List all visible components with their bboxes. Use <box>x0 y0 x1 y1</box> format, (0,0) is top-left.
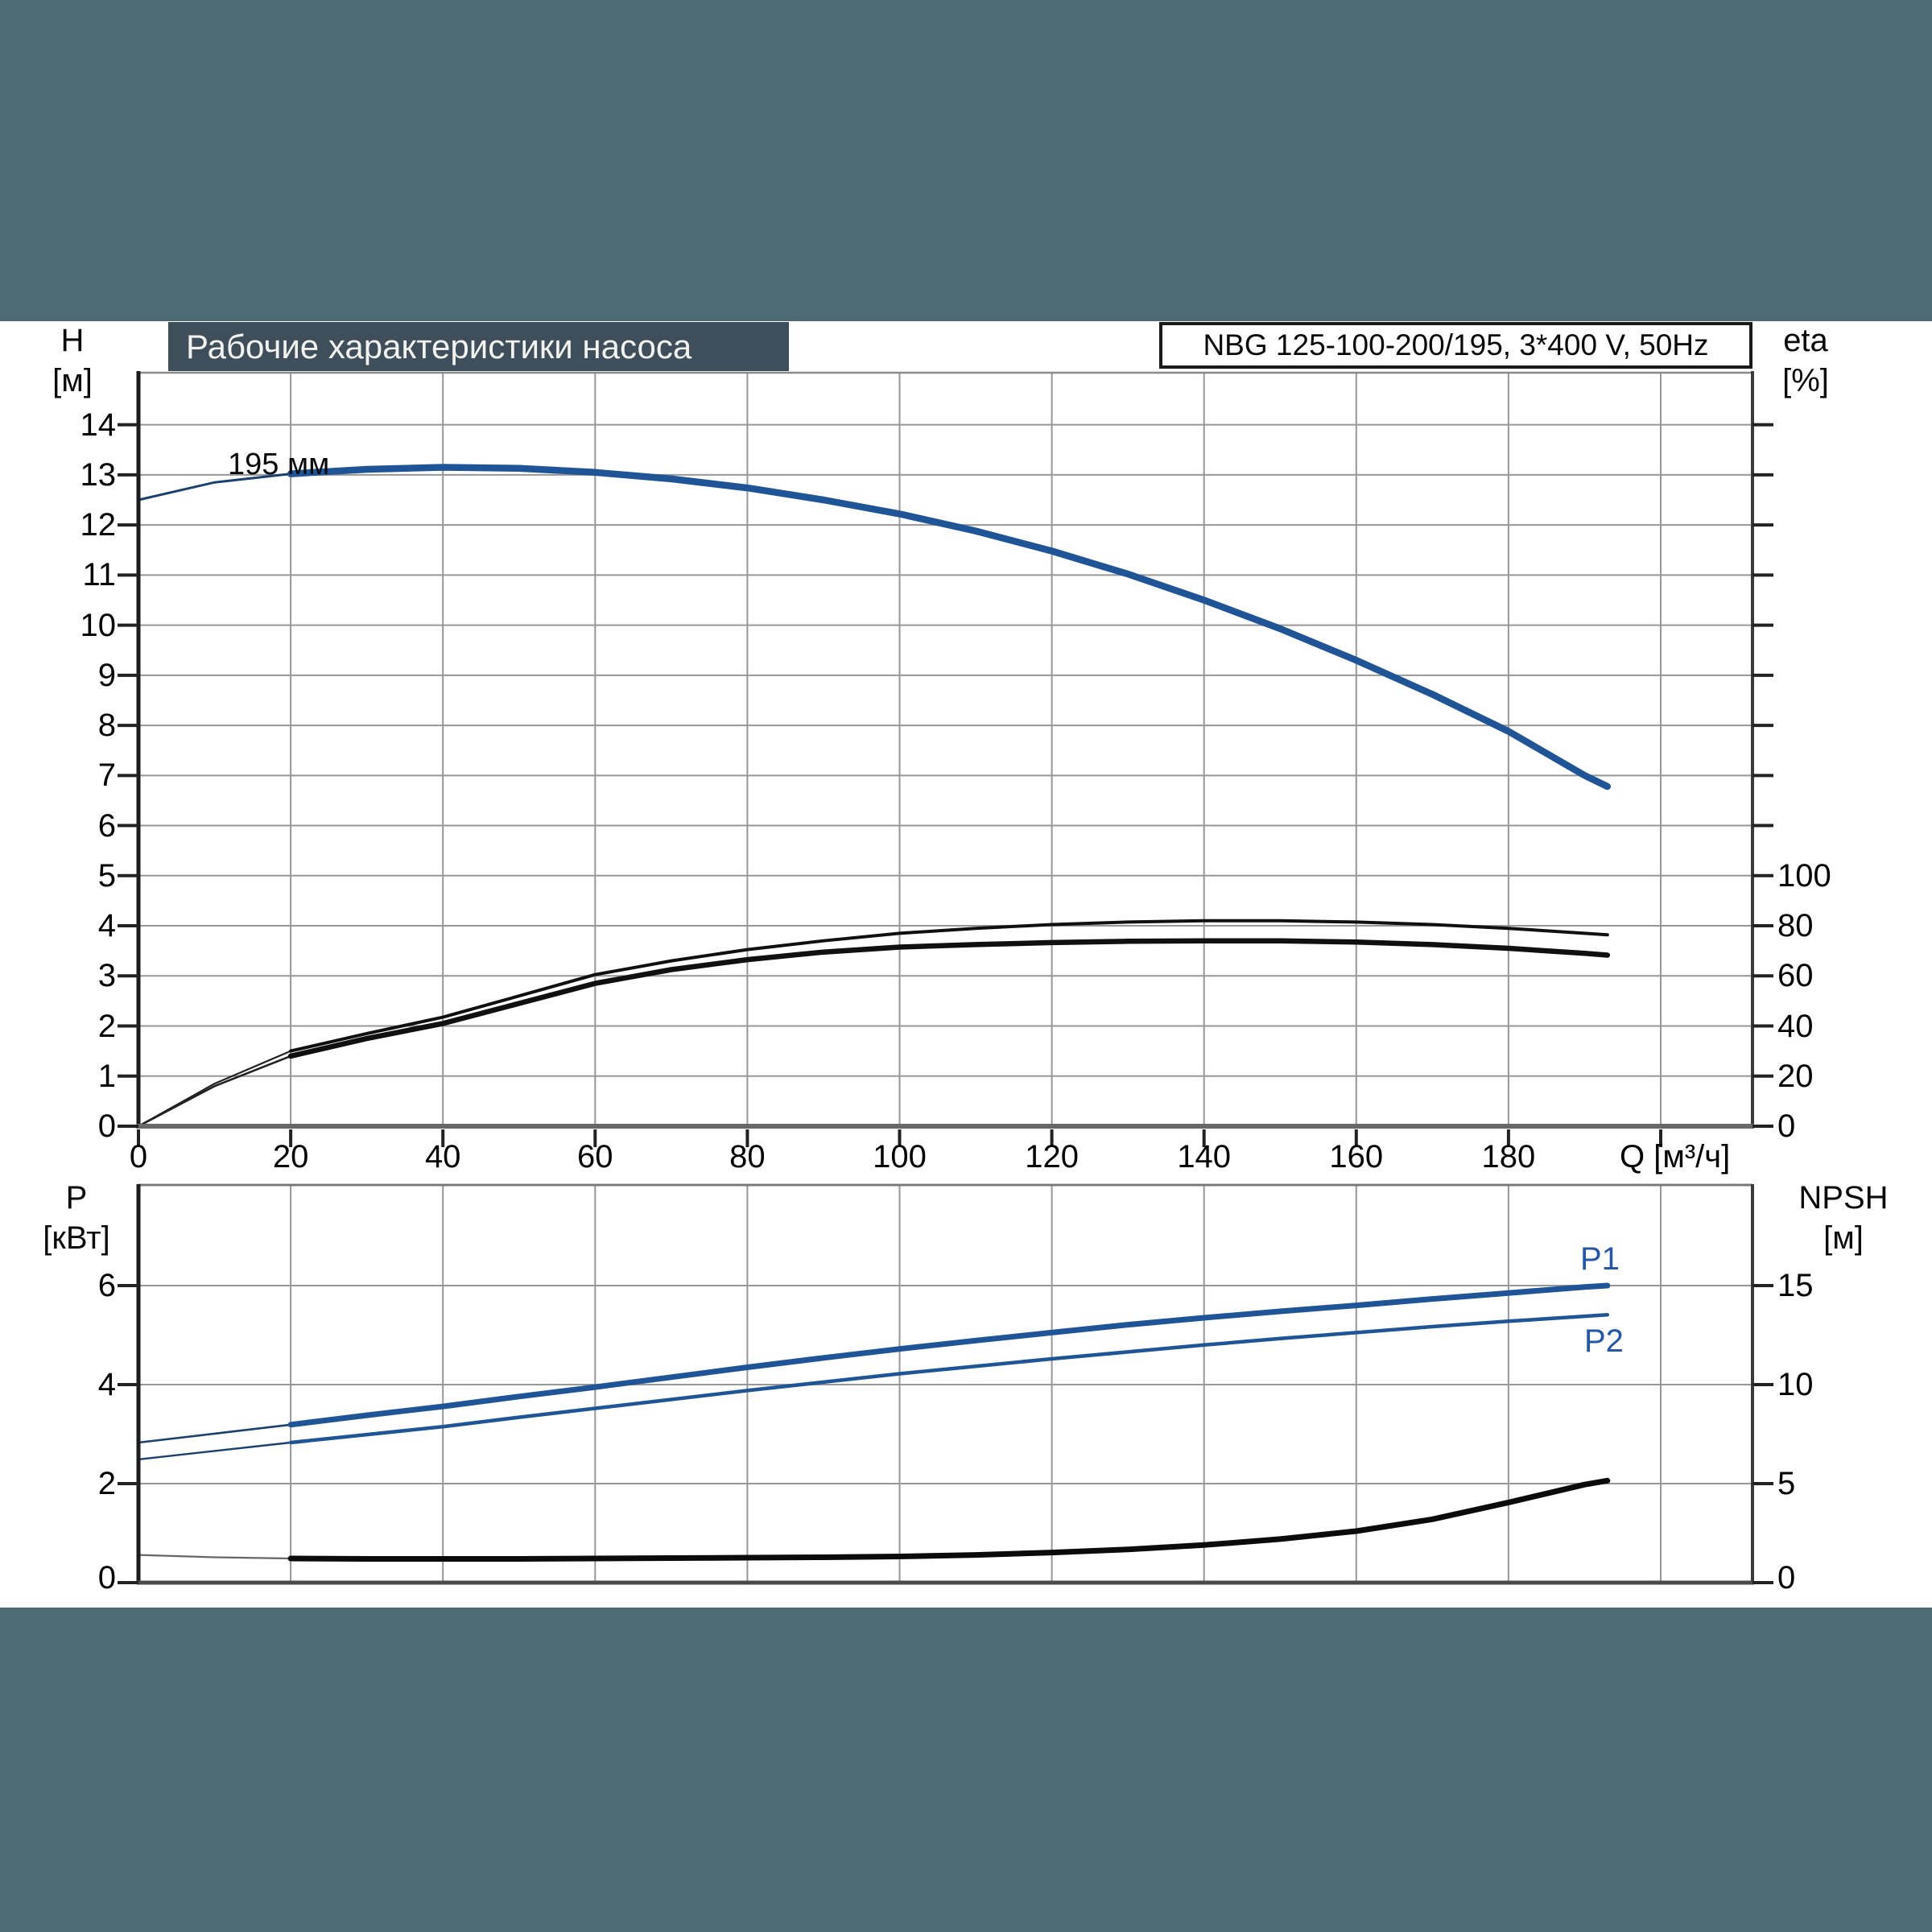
p1-curve-label: P1 <box>1580 1241 1620 1277</box>
h-axis-tick-label: 8 <box>97 708 116 744</box>
h-axis-tick-label: 11 <box>82 557 116 593</box>
npsh-axis-tick-label: 0 <box>1777 1560 1796 1596</box>
h-axis-tick-label: 3 <box>97 958 116 994</box>
h-axis-tick-label: 13 <box>80 456 117 493</box>
bottom-left-axis-name: P <box>65 1180 88 1216</box>
pump-model-text: NBG 125-100-200/195, 3*400 V, 50Hz <box>1203 328 1709 361</box>
p-axis-tick-label: 6 <box>97 1268 116 1303</box>
npsh-axis-tick-label: 15 <box>1777 1268 1814 1303</box>
pump-model-label: NBG 125-100-200/195, 3*400 V, 50Hz <box>1159 322 1752 369</box>
eta-axis-tick-label: 20 <box>1777 1058 1814 1094</box>
top-right-axis-unit: [%] <box>1782 363 1829 398</box>
h-axis-tick-label: 6 <box>97 807 116 844</box>
q-axis-tick-label: 100 <box>873 1139 927 1174</box>
h-axis-tick-label: 9 <box>97 657 116 693</box>
p2-curve <box>288 1313 1610 1445</box>
q-axis-tick-label: 60 <box>577 1139 613 1174</box>
p1-curve-thin-segment <box>137 1423 292 1444</box>
top-left-axis-name: H <box>60 323 85 358</box>
h-axis-tick-label: 5 <box>97 857 116 894</box>
eta_total-curve-thin-segment <box>137 1055 292 1128</box>
q-axis-tick-label: 160 <box>1329 1139 1384 1174</box>
eta-axis-tick-label: 60 <box>1777 958 1814 994</box>
npsh-curve <box>287 1477 1611 1562</box>
npsh-axis-tick-label: 5 <box>1777 1466 1796 1501</box>
chart-title-text: Рабочие характеристики насоса <box>186 328 692 365</box>
h-axis-tick-label: 2 <box>97 1008 116 1044</box>
x-axis-unit-label: Q [м³/ч] <box>1620 1139 1731 1174</box>
q-axis-tick-label: 120 <box>1025 1139 1079 1174</box>
q-axis-tick-label: 140 <box>1177 1139 1232 1174</box>
q-axis-tick-label: 20 <box>272 1139 309 1174</box>
eta-axis-tick-label: 0 <box>1777 1108 1796 1144</box>
eta_total-curve <box>287 938 1611 1059</box>
h-axis-tick-label: 14 <box>80 407 117 443</box>
h-axis-tick-label: 0 <box>97 1108 116 1144</box>
h_curve-curve <box>287 464 1612 791</box>
p-axis-tick-label: 2 <box>97 1466 116 1501</box>
p-axis-tick-label: 4 <box>97 1367 116 1402</box>
p-axis-tick-label: 0 <box>97 1560 116 1596</box>
top-right-axis-name: eta <box>1783 323 1828 358</box>
h-axis-tick-label: 12 <box>80 507 117 543</box>
q-axis-tick-label: 80 <box>729 1139 766 1174</box>
chart-title: Рабочие характеристики насоса <box>168 322 789 371</box>
chart-paper-panel <box>0 321 1932 1608</box>
q-axis-tick-label: 0 <box>129 1139 148 1174</box>
eta-axis-tick-label: 100 <box>1777 857 1831 894</box>
top-left-axis-unit: [м] <box>52 363 93 398</box>
npsh-curve-thin-segment <box>137 1554 292 1560</box>
h-axis-tick-label: 7 <box>97 758 116 794</box>
q-axis-tick-label: 180 <box>1481 1139 1536 1174</box>
p2-curve-label: P2 <box>1584 1323 1624 1359</box>
p1-curve <box>287 1282 1611 1428</box>
h-axis-tick-label: 10 <box>80 607 117 643</box>
h-axis-tick-label: 1 <box>97 1058 116 1094</box>
h_curve-curve-thin-segment <box>137 473 292 502</box>
eta-axis-tick-label: 40 <box>1777 1008 1814 1044</box>
h-axis-tick-label: 4 <box>97 908 116 944</box>
bottom-right-axis-unit: [м] <box>1823 1220 1864 1256</box>
eta_pump-curve <box>289 919 1609 1053</box>
npsh-axis-tick-label: 10 <box>1777 1367 1814 1402</box>
bottom-right-axis-name: NPSH <box>1798 1180 1889 1216</box>
q-axis-tick-label: 40 <box>424 1139 461 1174</box>
impeller-diameter-curve-label: 195 мм <box>228 448 330 481</box>
p2-curve-thin-segment <box>137 1441 292 1461</box>
bottom-left-axis-unit: [кВт] <box>43 1220 110 1256</box>
eta-axis-tick-label: 80 <box>1777 908 1814 944</box>
